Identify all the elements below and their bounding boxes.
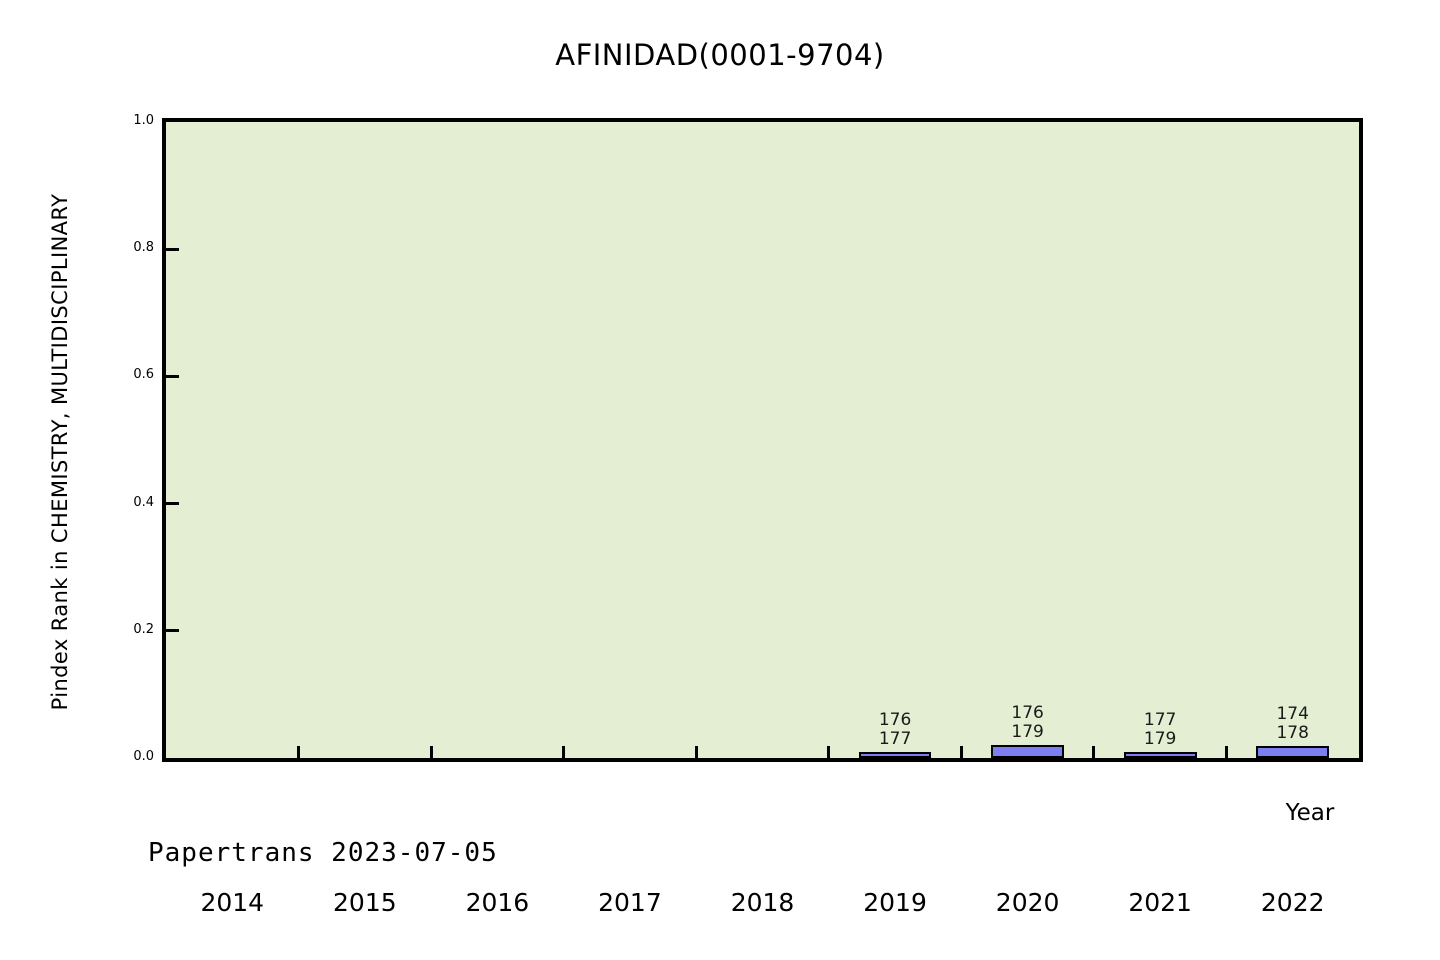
x-axis-tick-label: 2015	[333, 888, 397, 917]
y-axis-tick-label: 0.4	[133, 494, 154, 510]
x-axis-tick-mark	[297, 746, 301, 758]
page-title: AFINIDAD(0001-9704)	[555, 38, 885, 72]
x-axis-tick-label: 2019	[863, 888, 927, 917]
bar-value-labels-2021: 177 179	[1100, 709, 1220, 749]
bar-2019[interactable]	[858, 751, 932, 758]
bar-value-label-top: 176	[1011, 703, 1044, 724]
y-axis-tick-mark	[166, 247, 179, 251]
x-axis-tick-mark	[1224, 746, 1228, 758]
bar-value-label-bottom: 179	[1143, 728, 1177, 749]
x-axis-tick-label: 2014	[200, 888, 265, 917]
bar-2021[interactable]	[1123, 751, 1197, 758]
x-axis-label: Year	[1285, 800, 1335, 826]
footer-note: Papertrans 2023-07-05	[148, 838, 498, 868]
bar-value-label-top: 174	[1276, 703, 1309, 724]
y-axis-tick-label: 0.0	[133, 749, 154, 764]
x-axis-tick-label: 2022	[1260, 888, 1325, 917]
x-axis-tick-mark	[959, 746, 963, 758]
x-axis-tick-mark	[429, 746, 433, 758]
bar-value-label-top: 177	[1143, 709, 1177, 730]
bar-value-label-bottom: 177	[878, 728, 912, 749]
x-axis-tick-label: 2017	[598, 888, 662, 917]
y-axis-tick-mark	[166, 502, 179, 506]
bar-value-label-top: 176	[878, 709, 912, 730]
y-axis-tick-label: 1.0	[133, 113, 154, 128]
x-axis-tick-label: 2020	[995, 888, 1060, 917]
plot-inner: 0.0 0.2 0.4 0.6 0.8 1.0 2014 2015 2016 2017 2018 20…	[133, 113, 1359, 917]
bar-value-label-bottom: 179	[1011, 722, 1044, 743]
bar-value-labels-2022: 174 178	[1233, 703, 1353, 743]
bar-value-label-bottom: 178	[1276, 722, 1309, 743]
bar-value-labels-2019: 176 177	[835, 709, 955, 749]
x-axis-tick-label: 2018	[730, 888, 795, 917]
y-axis-tick-label: 0.6	[133, 367, 154, 383]
x-axis-tick-mark	[562, 746, 566, 758]
y-axis-tick-label: 0.2	[133, 621, 154, 637]
x-axis-tick-label: 2016	[465, 888, 530, 917]
plot-area: 0.0 0.2 0.4 0.6 0.8 1.0 2014 2015 2016 2017 2018 20…	[133, 113, 1363, 917]
y-axis-tick-label: 0.8	[133, 240, 154, 256]
x-axis-tick-label: 2021	[1128, 888, 1192, 917]
x-axis-tick-mark	[827, 746, 831, 758]
x-axis-tick-mark	[694, 746, 698, 758]
y-axis-label: Pindex Rank in CHEMISTRY, MULTIDISCIPLIN…	[48, 193, 72, 711]
bar-value-labels-2020: 176 179	[968, 704, 1088, 742]
y-axis-tick-mark	[166, 629, 179, 633]
y-axis-tick-mark	[166, 374, 179, 378]
bar-2020[interactable]	[991, 745, 1065, 758]
x-axis-tick-mark	[1092, 746, 1096, 758]
bar-2022[interactable]	[1256, 745, 1330, 758]
